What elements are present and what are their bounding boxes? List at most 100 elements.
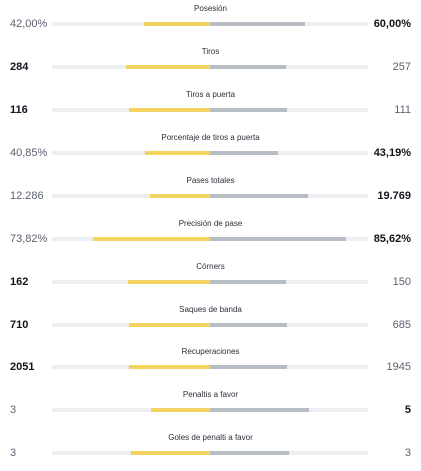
away-bar-fill [210, 237, 346, 241]
stat-away-value: 43,19% [373, 147, 411, 159]
stat-away-value: 3 [404, 447, 411, 459]
away-bar-fill [210, 280, 286, 284]
home-bar-fill [129, 108, 210, 112]
away-bar-fill [210, 408, 309, 412]
stat-away-value: 685 [392, 319, 411, 331]
stat-away-value: 1945 [386, 361, 411, 373]
away-bar-track [210, 280, 368, 284]
stat-home-value: 162 [10, 276, 29, 288]
away-bar-track [210, 451, 368, 455]
stat-row-throw-ins: Saques de banda 710 685 [0, 305, 421, 343]
home-bar-track [52, 451, 210, 455]
home-bar-track [52, 194, 210, 198]
stat-home-value: 40,85% [10, 147, 48, 159]
stat-title: Córners [196, 262, 225, 271]
stat-away-value: 60,00% [373, 18, 411, 30]
stat-home-value: 710 [10, 319, 29, 331]
stat-row-shot-accuracy: Porcentaje de tiros a puerta 40,85% 43,1… [0, 133, 421, 171]
away-bar-fill [210, 365, 287, 369]
home-bar-fill [126, 65, 210, 69]
away-bar-fill [210, 151, 278, 155]
stat-title: Goles de penalti a favor [168, 433, 253, 442]
stat-bar [52, 151, 368, 155]
stat-home-value: 12.286 [10, 190, 44, 202]
home-bar-track [52, 323, 210, 327]
home-bar-track [52, 280, 210, 284]
away-bar-track [210, 194, 368, 198]
stat-home-value: 116 [10, 104, 28, 116]
home-bar-track [52, 408, 210, 412]
away-bar-track [210, 22, 368, 26]
home-bar-fill [93, 237, 210, 241]
stat-bar [52, 108, 368, 112]
away-bar-fill [210, 323, 287, 327]
home-bar-track [52, 365, 210, 369]
stat-home-value: 42,00% [10, 18, 48, 30]
stat-row-shots: Tiros 284 257 [0, 47, 421, 85]
stat-row-shots-on-target: Tiros a puerta 116 111 [0, 90, 421, 128]
stat-row-pass-accuracy: Precisión de pase 73,82% 85,62% [0, 219, 421, 257]
stat-row-possession: Posesión 42,00% 60,00% [0, 4, 421, 42]
stat-title: Recuperaciones [181, 347, 240, 356]
home-bar-fill [129, 323, 210, 327]
away-bar-track [210, 408, 368, 412]
away-bar-track [210, 151, 368, 155]
home-bar-track [52, 108, 210, 112]
away-bar-fill [210, 65, 286, 69]
stat-row-corners: Córners 162 150 [0, 262, 421, 300]
away-bar-fill [210, 194, 308, 198]
away-bar-fill [210, 108, 287, 112]
stat-home-value: 3 [10, 404, 17, 416]
stat-title: Tiros [201, 47, 220, 56]
away-bar-fill [210, 22, 305, 26]
stat-bar [52, 451, 368, 455]
home-bar-fill [145, 151, 210, 155]
stat-bar [52, 323, 368, 327]
stat-bar [52, 22, 368, 26]
stat-away-value: 150 [392, 276, 411, 288]
home-bar-fill [150, 194, 210, 198]
stat-away-value: 85,62% [373, 233, 411, 245]
stat-bar [52, 365, 368, 369]
stat-row-penalties: Penaltis a favor 3 5 [0, 390, 421, 428]
stat-away-value: 257 [392, 61, 411, 73]
stat-title: Pases totales [186, 176, 235, 185]
away-bar-track [210, 237, 368, 241]
stat-home-value: 3 [10, 447, 17, 459]
away-bar-track [210, 365, 368, 369]
stat-title: Posesión [194, 4, 227, 13]
stat-away-value: 111 [394, 104, 411, 116]
stat-away-value: 19.769 [377, 190, 411, 202]
stat-home-value: 2051 [10, 361, 35, 373]
stat-title: Precisión de pase [178, 219, 243, 228]
away-bar-track [210, 323, 368, 327]
stat-bar [52, 408, 368, 412]
home-bar-track [52, 151, 210, 155]
stat-title: Saques de banda [179, 305, 242, 314]
stat-row-penalty-goals: Goles de penalti a favor 3 3 [0, 433, 421, 471]
stat-bar [52, 237, 368, 241]
home-bar-fill [128, 280, 210, 284]
stat-bar [52, 65, 368, 69]
stat-title: Tiros a puerta [185, 90, 236, 99]
home-bar-track [52, 237, 210, 241]
stat-home-value: 73,82% [10, 233, 48, 245]
away-bar-track [210, 65, 368, 69]
stat-row-recoveries: Recuperaciones 2051 1945 [0, 347, 421, 385]
away-bar-fill [210, 451, 289, 455]
stat-home-value: 284 [10, 61, 29, 73]
stat-title: Penaltis a favor [182, 390, 239, 399]
stat-away-value: 5 [404, 404, 411, 416]
home-bar-fill [131, 451, 210, 455]
home-bar-fill [151, 408, 210, 412]
home-bar-fill [129, 365, 210, 369]
home-bar-fill [144, 22, 210, 26]
stat-bar [52, 280, 368, 284]
home-bar-track [52, 22, 210, 26]
home-bar-track [52, 65, 210, 69]
stat-bar [52, 194, 368, 198]
away-bar-track [210, 108, 368, 112]
stat-row-total-passes: Pases totales 12.286 19.769 [0, 176, 421, 214]
stat-title: Porcentaje de tiros a puerta [161, 133, 260, 142]
